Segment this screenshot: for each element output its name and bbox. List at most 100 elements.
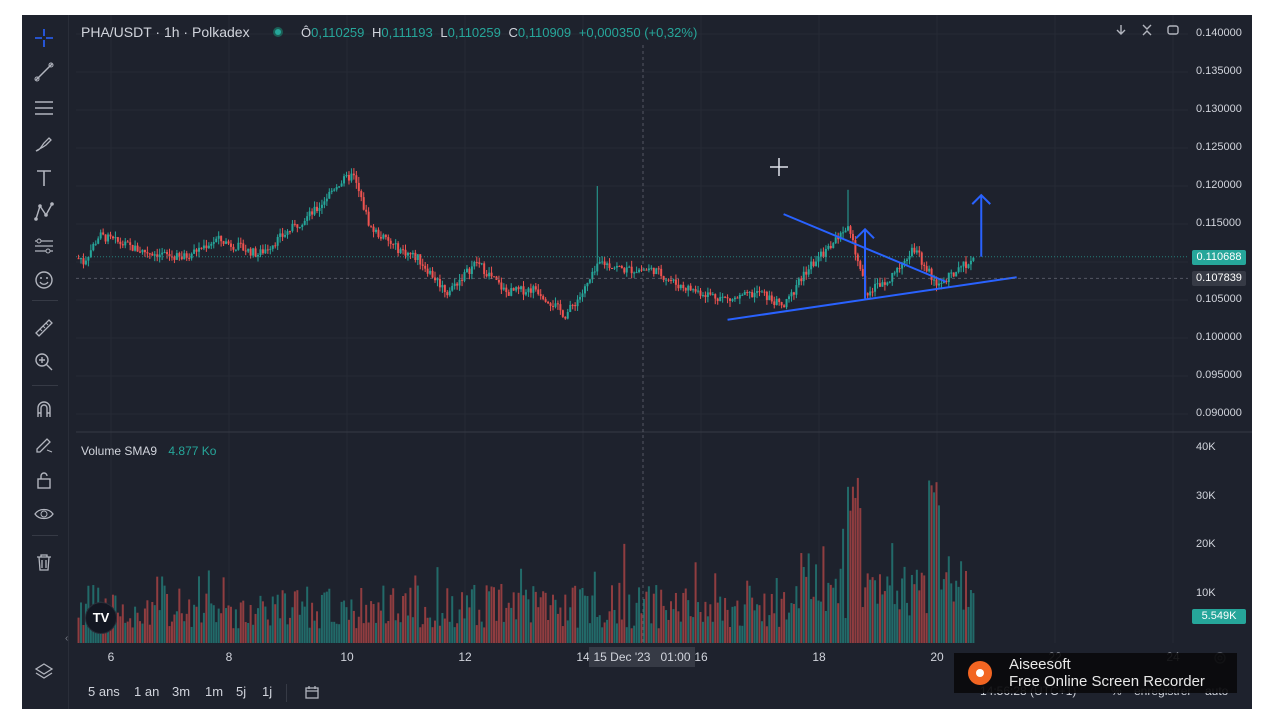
fib-lines-icon[interactable] (30, 95, 58, 121)
candle-body (598, 261, 601, 264)
volume-bar (758, 605, 761, 643)
candle-body (928, 268, 931, 272)
range-1d-button[interactable]: 1j (262, 684, 273, 699)
candle-body (313, 206, 316, 215)
volume-bar (215, 622, 218, 643)
volume-bar (726, 609, 729, 643)
emoji-icon[interactable] (30, 267, 58, 293)
recorder-tagline: Free Online Screen Recorder (1009, 673, 1205, 690)
candle-body (896, 268, 899, 273)
volume-bar (316, 611, 319, 643)
candle-body (569, 304, 572, 313)
candle-body (109, 234, 112, 237)
candle-body (746, 292, 749, 294)
volume-bar (633, 625, 636, 643)
prediction-icon[interactable] (30, 233, 58, 259)
volume-bar (170, 621, 173, 643)
volume-bar (783, 592, 786, 643)
volume-bar (893, 604, 896, 643)
open-label: Ô (301, 25, 312, 40)
candle-body (175, 253, 178, 260)
volume-bar (903, 566, 906, 643)
magnet-icon[interactable] (30, 397, 58, 423)
candle-body (124, 241, 127, 246)
range-5d-button[interactable]: 5j (236, 684, 247, 699)
candle-body (254, 248, 257, 257)
brush-icon[interactable] (30, 131, 58, 157)
candle-body (665, 279, 668, 281)
candle-body (193, 249, 196, 254)
volume-bar (677, 611, 680, 643)
candle-body (544, 299, 547, 302)
fullscreen-icon[interactable] (1140, 23, 1154, 42)
volume-bar (139, 621, 142, 643)
scroll-left-icon[interactable]: ‹ (65, 633, 69, 644)
symbol-title[interactable]: PHA/USDT · 1h · Polkadex (81, 24, 250, 40)
range-3m-button[interactable]: 3m (172, 684, 191, 699)
volume-bar (969, 589, 972, 643)
volume-bar (638, 587, 641, 643)
zoom-in-icon[interactable] (30, 349, 58, 375)
candle-body (638, 269, 641, 273)
download-icon[interactable] (1114, 23, 1128, 40)
volume-bar (883, 591, 886, 643)
candle-body (945, 280, 948, 283)
tradingview-logo[interactable]: TV (85, 602, 117, 634)
range-1m-button[interactable]: 1m (205, 684, 224, 699)
range-5y-button[interactable]: 5 ans (88, 684, 120, 699)
pattern-icon[interactable] (30, 199, 58, 225)
volume-bar (352, 610, 355, 643)
eye-icon[interactable] (30, 501, 58, 527)
volume-bar (797, 608, 800, 643)
text-icon[interactable] (30, 165, 58, 191)
volume-bar (950, 583, 953, 643)
candle-body (783, 305, 786, 308)
chart-canvas[interactable] (22, 15, 1252, 709)
lock-icon[interactable] (30, 467, 58, 493)
price-axis[interactable]: 0.140000 0.135000 0.130000 0.125000 0.120000… (1188, 15, 1252, 655)
volume-bar (935, 482, 938, 643)
candle-body (748, 292, 751, 294)
volume-bar (731, 606, 734, 643)
volume-bar (493, 587, 496, 643)
volume-bar (697, 602, 700, 643)
trend-line-icon[interactable] (30, 59, 58, 85)
candle-body (264, 249, 267, 254)
volume-bar (667, 619, 670, 643)
crosshair-icon[interactable] (30, 25, 58, 51)
candle-body (854, 240, 857, 255)
volume-bar (861, 607, 864, 643)
recorder-name: Aiseesoft (1009, 656, 1071, 673)
candle-body (613, 267, 616, 269)
candle-body (765, 291, 768, 301)
candle-body (84, 260, 87, 265)
volume-bar (854, 497, 857, 643)
volume-bar (701, 621, 704, 643)
volume-bar (756, 604, 759, 643)
range-1y-button[interactable]: 1 an (134, 684, 160, 699)
date-range-icon[interactable] (304, 685, 320, 706)
candle-body (328, 191, 331, 199)
stay-drawing-icon[interactable] (30, 431, 58, 457)
candle-body (775, 298, 778, 306)
candle-body (606, 263, 609, 266)
volume-bar (347, 619, 350, 643)
candle-body (151, 253, 154, 256)
volume-bar (709, 604, 712, 643)
ruler-icon[interactable] (30, 315, 58, 341)
candle-body (967, 264, 970, 268)
candle-body (168, 254, 171, 257)
volume-bar (507, 602, 510, 643)
layers-icon[interactable] (30, 659, 58, 685)
time-tick-label: 8 (225, 650, 233, 664)
triangle-lower-line (727, 276, 1017, 321)
volume-bar (770, 593, 773, 643)
volume-bar (252, 624, 255, 643)
candle-body (753, 292, 756, 298)
volume-bar (564, 594, 567, 643)
trash-icon[interactable] (30, 549, 58, 575)
volume-bar (468, 607, 471, 643)
screenshot-icon[interactable] (1166, 23, 1180, 42)
volume-bar (864, 587, 867, 643)
candle-body (148, 253, 151, 255)
